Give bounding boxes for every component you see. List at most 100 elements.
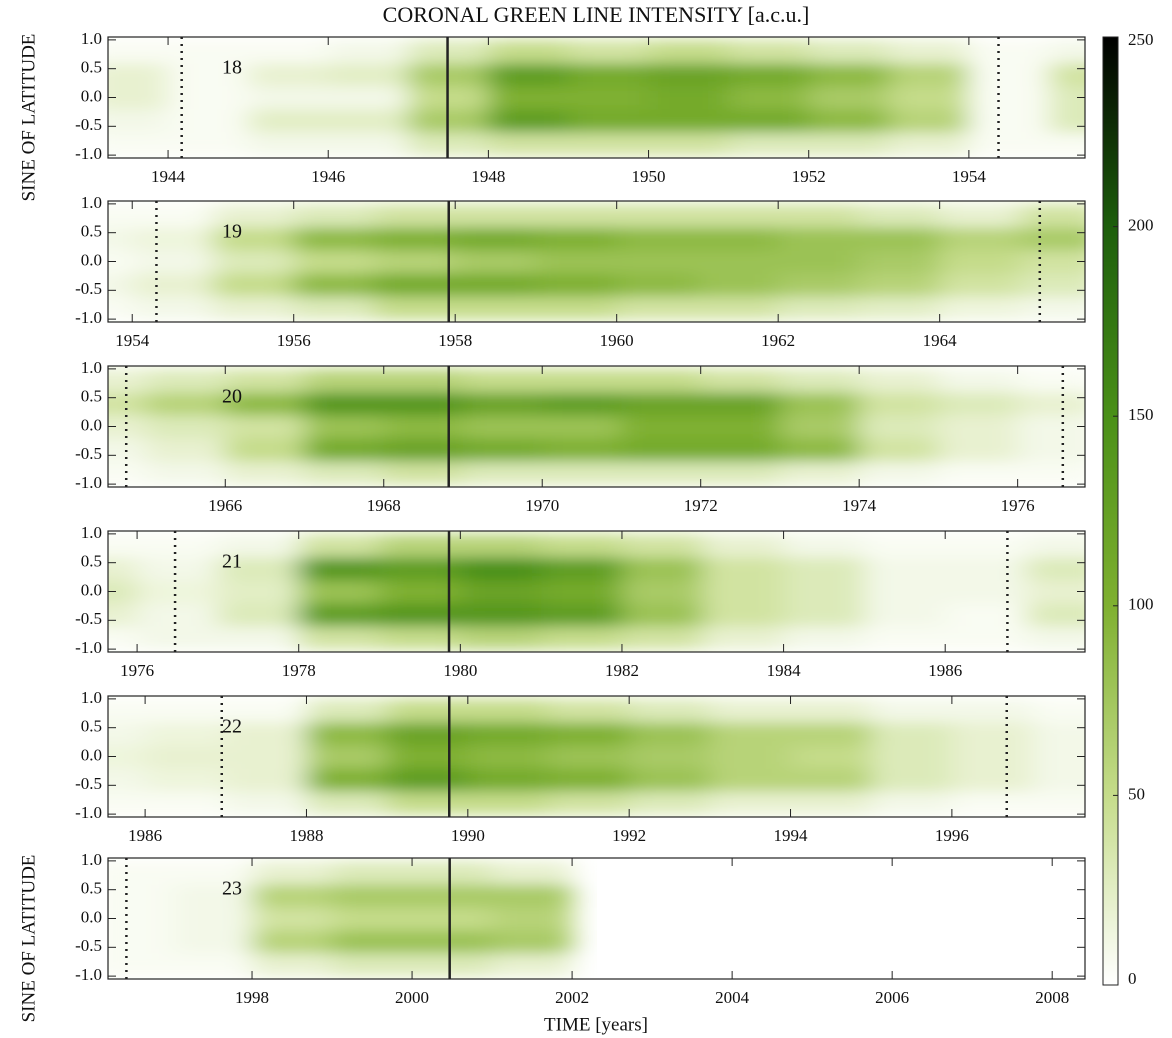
heatmap-cell bbox=[542, 391, 622, 416]
heatmap-cell bbox=[462, 438, 543, 462]
heatmap-cell bbox=[702, 533, 785, 558]
heatmap-cell bbox=[108, 438, 147, 462]
x-tick-label: 2006 bbox=[875, 988, 909, 1007]
heatmap-cell bbox=[629, 791, 711, 815]
heatmap-cell bbox=[858, 296, 941, 320]
heatmap-cell bbox=[145, 698, 227, 723]
x-tick-label: 1954 bbox=[115, 331, 150, 350]
x-tick-label: 1948 bbox=[471, 167, 505, 186]
heatmap-cell bbox=[1020, 249, 1085, 274]
cycle-label: 18 bbox=[222, 56, 242, 78]
y-tick-label: 1.0 bbox=[81, 850, 102, 869]
heatmap-cell bbox=[541, 556, 623, 581]
x-tick-label: 1976 bbox=[1001, 496, 1035, 515]
heatmap-cell bbox=[488, 109, 569, 133]
heatmap-cell bbox=[108, 744, 146, 769]
heatmap-cell bbox=[779, 461, 860, 485]
heatmap-area bbox=[108, 203, 1085, 320]
heatmap-cell bbox=[968, 85, 1050, 110]
heatmap-cell bbox=[568, 62, 650, 87]
heatmap-cell bbox=[225, 368, 306, 393]
heatmap-cell bbox=[808, 109, 890, 133]
heatmap-cell bbox=[248, 109, 329, 133]
heatmap-cell bbox=[888, 85, 970, 110]
x-tick-label: 1952 bbox=[792, 167, 826, 186]
heatmap-cell bbox=[968, 39, 1050, 64]
cycle-label: 23 bbox=[222, 877, 242, 899]
heatmap-cell bbox=[212, 249, 295, 274]
heatmap-cell bbox=[871, 721, 953, 746]
heatmap-cell bbox=[541, 533, 623, 558]
heatmap-cell bbox=[858, 226, 941, 251]
heatmap-cell bbox=[648, 39, 730, 64]
heatmap-cell bbox=[778, 273, 860, 297]
heatmap-cell bbox=[462, 391, 543, 416]
heatmap-cell bbox=[332, 860, 413, 885]
heatmap-cell bbox=[412, 906, 493, 931]
x-tick-label: 2002 bbox=[555, 988, 589, 1007]
heatmap-cell bbox=[137, 603, 219, 627]
cycle-label: 19 bbox=[222, 220, 242, 242]
heatmap-cell bbox=[108, 414, 147, 439]
heatmap-cell bbox=[790, 721, 872, 746]
heatmap-cell bbox=[621, 579, 704, 604]
heatmap-cell bbox=[462, 368, 543, 393]
y-axis-label: SINE OF LATITUDE bbox=[18, 855, 39, 1023]
heatmap-cell bbox=[455, 273, 537, 297]
heatmap-cell bbox=[328, 85, 409, 110]
heatmap-cell bbox=[938, 414, 1019, 439]
heatmap-cell bbox=[379, 626, 461, 650]
heatmap-cell bbox=[648, 109, 730, 133]
heatmap-cell bbox=[709, 721, 792, 746]
x-tick-label: 1962 bbox=[761, 331, 795, 350]
heatmap-cell bbox=[858, 273, 941, 297]
x-tick-label: 1976 bbox=[120, 661, 154, 680]
heatmap-cell bbox=[374, 249, 456, 274]
heatmap-cell bbox=[945, 626, 1027, 650]
heatmap-cell bbox=[938, 461, 1019, 485]
heatmap-cell bbox=[939, 249, 1021, 274]
heatmap-area bbox=[108, 39, 1085, 156]
colorbar-tick-label: 50 bbox=[1128, 784, 1145, 803]
heatmap-cell bbox=[783, 579, 865, 604]
heatmap-cell bbox=[728, 62, 810, 87]
heatmap-cell bbox=[374, 296, 456, 320]
heatmap-cell bbox=[888, 132, 970, 156]
x-tick-label: 1968 bbox=[367, 496, 401, 515]
heatmap-cell bbox=[379, 603, 461, 627]
x-tick-label: 2004 bbox=[715, 988, 750, 1007]
heatmap-cell bbox=[779, 414, 860, 439]
heatmap-cell bbox=[225, 438, 306, 462]
heatmap-cell bbox=[146, 438, 226, 462]
heatmap-cell bbox=[783, 533, 865, 558]
heatmap-cell bbox=[1032, 744, 1085, 769]
heatmap-cell bbox=[621, 438, 702, 462]
heatmap-cell bbox=[1032, 768, 1085, 792]
y-tick-label: 1.0 bbox=[81, 29, 102, 48]
heatmap-cell bbox=[108, 109, 169, 133]
heatmap-cell bbox=[568, 85, 650, 110]
heatmap-cell bbox=[783, 626, 865, 650]
heatmap-cell bbox=[460, 626, 542, 650]
heatmap-cell bbox=[252, 860, 333, 885]
heatmap-cell bbox=[252, 953, 333, 977]
heatmap-cell bbox=[778, 249, 860, 274]
heatmap-cell bbox=[467, 791, 549, 815]
heatmap-cell bbox=[248, 39, 329, 64]
heatmap-cell bbox=[700, 438, 781, 462]
y-tick-label: 0.5 bbox=[81, 222, 102, 241]
heatmap-cell bbox=[1017, 368, 1085, 393]
x-tick-label: 1990 bbox=[451, 826, 485, 845]
heatmap-cell bbox=[702, 603, 785, 627]
y-axis-label: SINE OF LATITUDE bbox=[18, 34, 39, 202]
heatmap-cell bbox=[728, 85, 810, 110]
heatmap-cell bbox=[790, 698, 872, 723]
heatmap-cell bbox=[462, 414, 543, 439]
heatmap-cell bbox=[697, 226, 779, 251]
heatmap-cell bbox=[939, 203, 1021, 228]
heatmap-cell bbox=[462, 461, 543, 485]
x-tick-label: 1996 bbox=[935, 826, 969, 845]
heatmap-cell bbox=[778, 296, 860, 320]
y-tick-label: -1.0 bbox=[75, 144, 102, 163]
x-tick-label: 1986 bbox=[128, 826, 162, 845]
